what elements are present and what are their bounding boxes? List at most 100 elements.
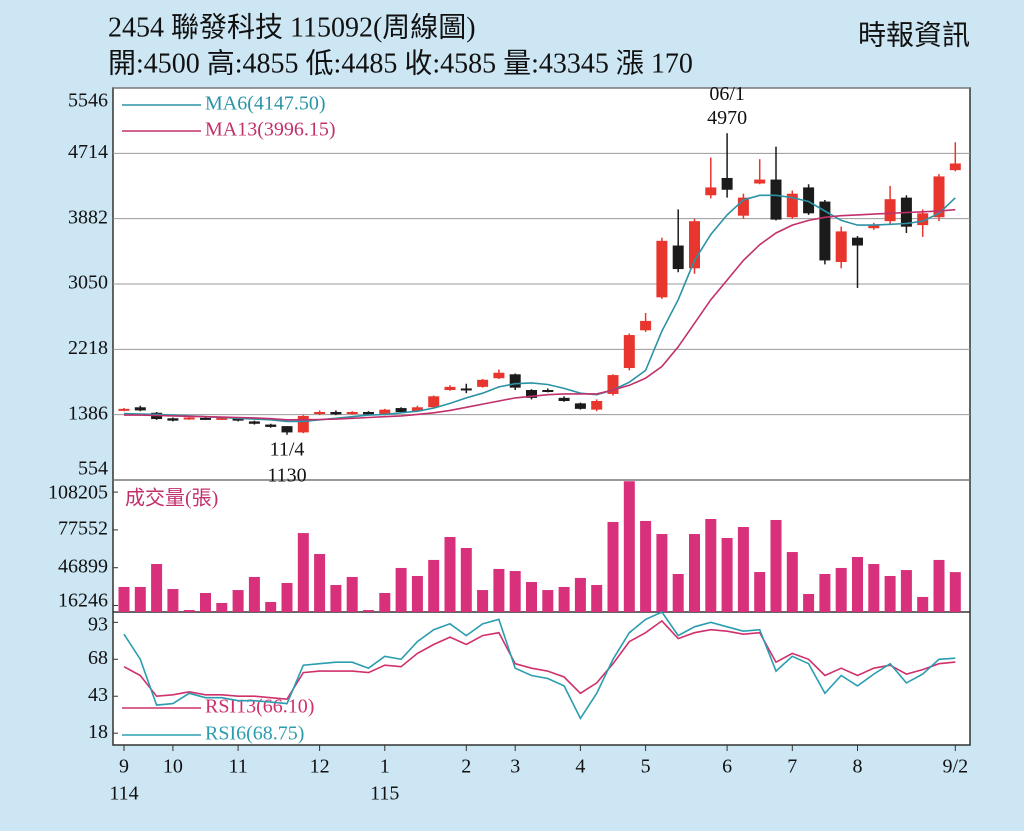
candle-body [656,240,668,298]
candle-body [477,379,489,387]
annotation-date: 11/4 [270,438,305,460]
bar [346,576,358,612]
candle-body [526,390,537,398]
candle-body [379,409,391,415]
bar [803,593,815,612]
x-tick-label: 3 [510,756,520,778]
x-tick-label: 7 [787,756,797,778]
bar [151,564,163,612]
y-tick-label: 2218 [68,337,108,359]
legend-label: RSI6(68.75) [205,723,304,745]
candle-body [118,408,130,411]
candle-body [200,417,211,420]
bar [786,552,798,612]
bar [917,596,929,612]
bar [721,537,733,612]
x-tick-label: 1 [380,756,390,778]
annotation-value: 4970 [707,107,747,129]
bar [216,602,228,612]
candle-body [803,187,815,214]
bar [118,586,130,612]
candle-body [542,390,554,393]
bar [705,518,717,612]
candle-body [933,176,945,218]
y-tick-label: 4714 [68,141,108,163]
volume-label: 成交量(張) [125,487,218,510]
bar [754,572,766,612]
bar [949,572,961,612]
x-tick-label: 2 [461,756,471,778]
bar [167,589,179,612]
x-year-label: 115 [370,783,399,805]
source: 時報資訊 [858,19,970,51]
candle-body [314,411,326,414]
y-tick-label: 18 [88,721,108,743]
bar [509,571,521,612]
y-tick-label: 108205 [48,482,108,504]
bar [737,527,749,612]
candle-body [297,415,309,433]
candle-body [346,411,358,414]
candle-body [623,335,635,369]
bar [330,584,342,612]
candle-body [868,225,880,229]
x-tick-label: 4 [575,756,585,778]
x-tick-label: 12 [310,756,330,778]
bar [232,590,244,612]
bar [819,574,831,612]
candle-body [721,177,733,190]
y-tick-label: 77552 [58,517,108,539]
bar [460,547,472,612]
bar [900,570,912,612]
bar [444,536,456,612]
bar [363,610,374,612]
line [123,194,956,423]
candle-body [949,163,961,171]
plot-area [112,87,971,746]
legend-label: MA13(3996.15) [205,119,336,141]
x-tick-label: 8 [853,756,863,778]
bar [689,534,700,612]
bar [200,593,211,612]
y-tick-label: 554 [78,458,108,480]
bar [297,533,309,612]
candle-body [265,424,277,427]
legend-label: RSI13(66.10) [205,696,314,718]
bar [607,521,619,612]
bar [134,586,146,612]
y-tick-label: 43 [88,684,108,706]
bar [281,583,293,612]
bar [770,519,782,612]
candle-body [917,213,929,226]
bar [884,575,896,612]
candle-body [460,388,472,391]
x-tick-label: 11 [228,756,247,778]
bar [477,590,489,612]
candle-body [770,179,782,220]
candle-body [183,417,195,420]
bar [640,520,652,612]
y-tick-label: 3050 [68,272,108,294]
bar [428,559,440,612]
y-tick-label: 93 [88,614,108,636]
y-tick-label: 1386 [68,402,108,424]
line [123,619,956,701]
x-tick-label: 6 [722,756,732,778]
candle-body [134,407,146,411]
bar [868,564,880,612]
bar [265,602,277,612]
x-tick-label: 9/2 [943,756,969,778]
bar [623,481,635,612]
candle-body [444,386,456,391]
candle-body [835,231,847,263]
candle-body [167,418,179,421]
bar [591,584,603,612]
candle-body [281,426,293,433]
bar [183,610,195,612]
candle-body [591,401,603,410]
bar [395,567,407,612]
bar [656,534,668,612]
bar [672,574,684,612]
